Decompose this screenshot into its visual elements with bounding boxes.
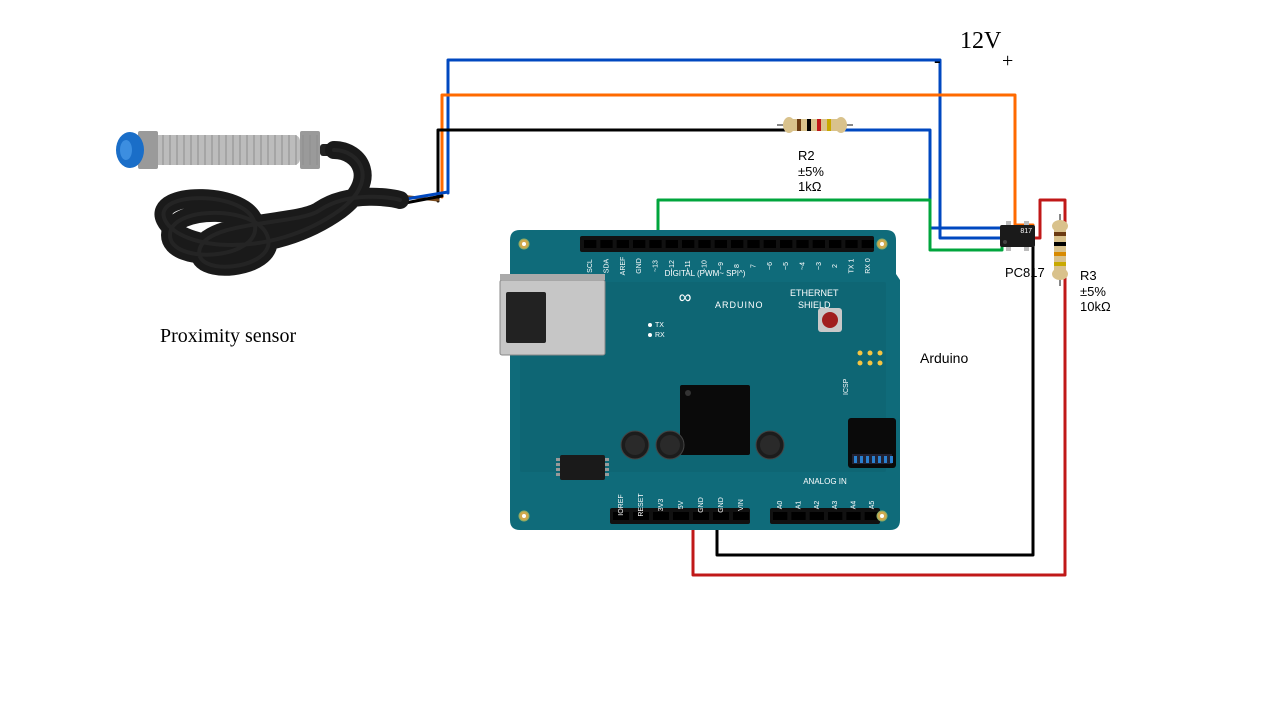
svg-text:GND: GND	[718, 497, 725, 513]
svg-text:~3: ~3	[816, 262, 823, 270]
svg-text:817: 817	[1020, 228, 1032, 235]
svg-text:ICSP: ICSP	[843, 378, 850, 395]
svg-text:3V3: 3V3	[658, 499, 665, 512]
svg-text:7: 7	[751, 264, 758, 268]
optocoupler-pc817: 817	[1000, 221, 1035, 251]
svg-text:~13: ~13	[653, 260, 660, 272]
wire-r2-to-opto	[845, 130, 1002, 232]
svg-text:ANALOG IN: ANALOG IN	[803, 477, 847, 486]
svg-text:GND: GND	[636, 258, 643, 274]
svg-text:DIGITAL (PWM~ SPI^): DIGITAL (PWM~ SPI^)	[665, 269, 746, 278]
resistor-r2	[777, 117, 853, 133]
svg-text:A0: A0	[777, 501, 784, 510]
wire-black-sensor-to-r2	[438, 130, 785, 201]
proximity-sensor-label: Proximity sensor	[160, 325, 296, 348]
wire-blue-12v-neg	[448, 60, 1000, 238]
svg-text:5V: 5V	[678, 500, 685, 509]
r3-label: R3 ±5% 10kΩ	[1080, 268, 1111, 315]
svg-text:RESET: RESET	[638, 493, 645, 517]
svg-text:VIN: VIN	[738, 499, 745, 511]
svg-text:RX 0: RX 0	[865, 258, 872, 274]
svg-text:A3: A3	[832, 501, 839, 510]
svg-text:SDA: SDA	[604, 258, 611, 273]
svg-text:ARDUINO: ARDUINO	[715, 300, 764, 310]
svg-text:RX: RX	[655, 332, 665, 339]
svg-text:GND: GND	[698, 497, 705, 513]
svg-text:ETHERNET: ETHERNET	[790, 288, 839, 298]
svg-text:∞: ∞	[679, 287, 692, 307]
arduino-label: Arduino	[920, 350, 968, 366]
svg-text:TX 1: TX 1	[849, 259, 856, 274]
svg-text:IOREF: IOREF	[618, 494, 625, 515]
svg-text:~4: ~4	[800, 262, 807, 270]
svg-text:~5: ~5	[783, 262, 790, 270]
svg-text:2: 2	[832, 264, 839, 268]
svg-text:SCL: SCL	[587, 259, 594, 273]
svg-text:A2: A2	[814, 501, 821, 510]
svg-text:A5: A5	[869, 501, 876, 510]
r2-label: R2 ±5% 1kΩ	[798, 148, 824, 195]
supply-plus: +	[1002, 50, 1013, 73]
svg-text:8: 8	[734, 264, 741, 268]
supply-minus: -	[934, 50, 941, 73]
svg-text:AREF: AREF	[620, 257, 627, 276]
svg-text:SHIELD: SHIELD	[798, 300, 831, 310]
proximity-sensor	[116, 131, 400, 267]
svg-text:~6: ~6	[767, 262, 774, 270]
resistor-r3	[1052, 214, 1068, 286]
supply-12v-label: 12V	[960, 28, 1001, 55]
svg-text:A1: A1	[796, 501, 803, 510]
svg-text:A4: A4	[851, 501, 858, 510]
pc817-label: PC817	[1005, 265, 1045, 280]
svg-text:TX: TX	[655, 322, 664, 329]
